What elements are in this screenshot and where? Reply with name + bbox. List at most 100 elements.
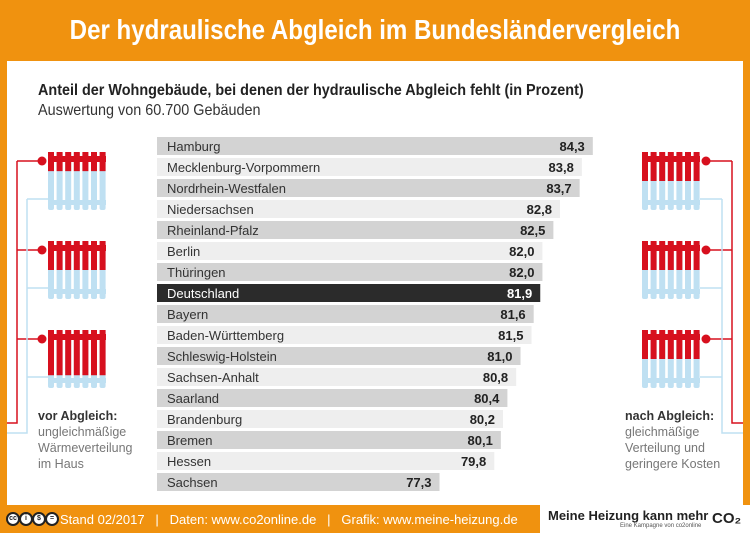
bar-row: Hamburg 84,3	[157, 137, 593, 155]
radiator-fin-hot	[73, 330, 80, 376]
right-caption-head: nach Abgleich:	[625, 409, 715, 423]
radiator-fin-hot	[685, 241, 691, 270]
cc-icon[interactable]: cc	[6, 512, 20, 526]
footer-text: Stand 02/2017 | Daten: www.co2online.de …	[60, 512, 518, 527]
campaign-logo[interactable]: Meine Heizung kann mehr Eine Kampagne vo…	[540, 505, 750, 533]
radiator-top-pipe	[642, 156, 700, 162]
radiator-fin-hot	[667, 330, 674, 359]
bar-row: Saarland 80,4	[157, 389, 508, 407]
bar	[157, 242, 543, 260]
bar-label: Sachsen	[167, 475, 218, 490]
bar	[157, 284, 541, 302]
bar-row: Mecklenburg-Vorpommern 83,8	[157, 158, 582, 176]
hot-pipe	[7, 161, 18, 424]
bar-row: Nordrhein-Westfalen 83,7	[157, 179, 580, 197]
radiator-fin-hot	[642, 152, 648, 181]
bar-label: Deutschland	[167, 286, 239, 301]
bar-value: 80,8	[483, 370, 508, 385]
radiator-fin-hot	[82, 330, 89, 376]
right-caption-line: Verteilung und	[625, 441, 705, 455]
radiator-fin-hot	[693, 152, 700, 181]
bar	[157, 368, 517, 386]
noderivatives-icon[interactable]: =	[45, 512, 59, 526]
bar-label: Hessen	[167, 454, 211, 469]
bar	[157, 305, 534, 323]
radiator-fin-hot	[56, 330, 63, 376]
radiator-fin-hot	[659, 241, 666, 270]
bar-value: 82,0	[509, 265, 534, 280]
bar-label: Mecklenburg-Vorpommern	[167, 160, 320, 175]
bar-row: Sachsen-Anhalt 80,8	[157, 368, 517, 386]
radiator-fin-hot	[99, 330, 106, 376]
bar-value: 77,3	[406, 475, 431, 490]
right-caption: nach Abgleich: gleichmäßige Verteilung u…	[625, 408, 720, 472]
radiator-fin-hot	[650, 241, 657, 270]
bar-value: 82,0	[509, 244, 534, 259]
bar-row: Rheinland-Pfalz 82,5	[157, 221, 554, 239]
bar-value: 83,7	[546, 181, 571, 196]
attribution-icon[interactable]: i	[19, 512, 33, 526]
bar-value: 80,2	[470, 412, 495, 427]
bar-value: 80,1	[468, 433, 493, 448]
bar	[157, 200, 560, 218]
radiator-fin-hot	[659, 152, 666, 181]
radiator-fin-hot	[99, 241, 106, 270]
bar-label: Thüringen	[167, 265, 226, 280]
radiator-icon	[37, 241, 106, 299]
radiator-bottom-pipe	[48, 200, 106, 205]
radiator-bottom-pipe	[48, 289, 106, 294]
radiator-fin-hot	[73, 241, 80, 270]
bar-row: Hessen 79,8	[157, 452, 495, 470]
bar-value: 82,5	[520, 223, 545, 238]
bar-value: 81,6	[500, 307, 525, 322]
radiator-fin-hot	[56, 241, 63, 270]
left-caption-head: vor Abgleich:	[38, 409, 118, 423]
bar-label: Rheinland-Pfalz	[167, 223, 259, 238]
bar-row: Niedersachsen 82,8	[157, 200, 560, 218]
bar-row: Baden-Württemberg 81,5	[157, 326, 532, 344]
left-caption-line: im Haus	[38, 457, 84, 471]
radiator-fin-hot	[667, 152, 674, 181]
radiator-fin-hot	[650, 330, 657, 359]
radiator-fin-hot	[642, 241, 648, 270]
bar	[157, 326, 532, 344]
bar-value: 81,0	[487, 349, 512, 364]
bar-label: Bayern	[167, 307, 208, 322]
radiator-icon	[37, 330, 106, 388]
radiator-top-pipe	[48, 334, 106, 340]
radiator-fin-hot	[48, 330, 54, 376]
bar	[157, 179, 580, 197]
bar-value: 80,4	[474, 391, 500, 406]
radiator-bottom-pipe	[642, 378, 700, 383]
radiator-fin-hot	[676, 152, 683, 181]
left-caption-line: Wärmeverteilung	[38, 441, 133, 455]
bar-row: Sachsen 77,3	[157, 473, 440, 491]
bar	[157, 347, 521, 365]
bar	[157, 431, 501, 449]
return-pipe	[7, 199, 28, 434]
radiator-fin-hot	[642, 330, 648, 359]
radiator-fin-hot	[693, 330, 700, 359]
bar-row: Deutschland 81,9	[157, 284, 541, 302]
footer: cc i $ = Stand 02/2017 | Daten: www.co2o…	[0, 505, 750, 533]
radiator-fin-hot	[676, 330, 683, 359]
radiator-bottom-pipe	[48, 378, 106, 383]
bar-label: Baden-Württemberg	[167, 328, 284, 343]
bar-label: Bremen	[167, 433, 213, 448]
left-caption-line: ungleichmäßige	[38, 425, 127, 439]
bar-label: Niedersachsen	[167, 202, 254, 217]
bar	[157, 263, 543, 281]
radiator-fin-hot	[667, 241, 674, 270]
bar-label: Sachsen-Anhalt	[167, 370, 259, 385]
chart-title: Anteil der Wohngebäude, bei denen der hy…	[38, 82, 584, 99]
radiator-fin-hot	[659, 330, 666, 359]
bar-row: Bayern 81,6	[157, 305, 534, 323]
noncommercial-icon[interactable]: $	[32, 512, 46, 526]
bar	[157, 410, 504, 428]
logo-tagline: Eine Kampagne von co2online	[620, 523, 702, 529]
bar-value: 82,8	[527, 202, 552, 217]
radiator-fin-hot	[82, 241, 89, 270]
bar-value: 83,8	[549, 160, 574, 175]
radiator-fin-hot	[48, 241, 54, 270]
